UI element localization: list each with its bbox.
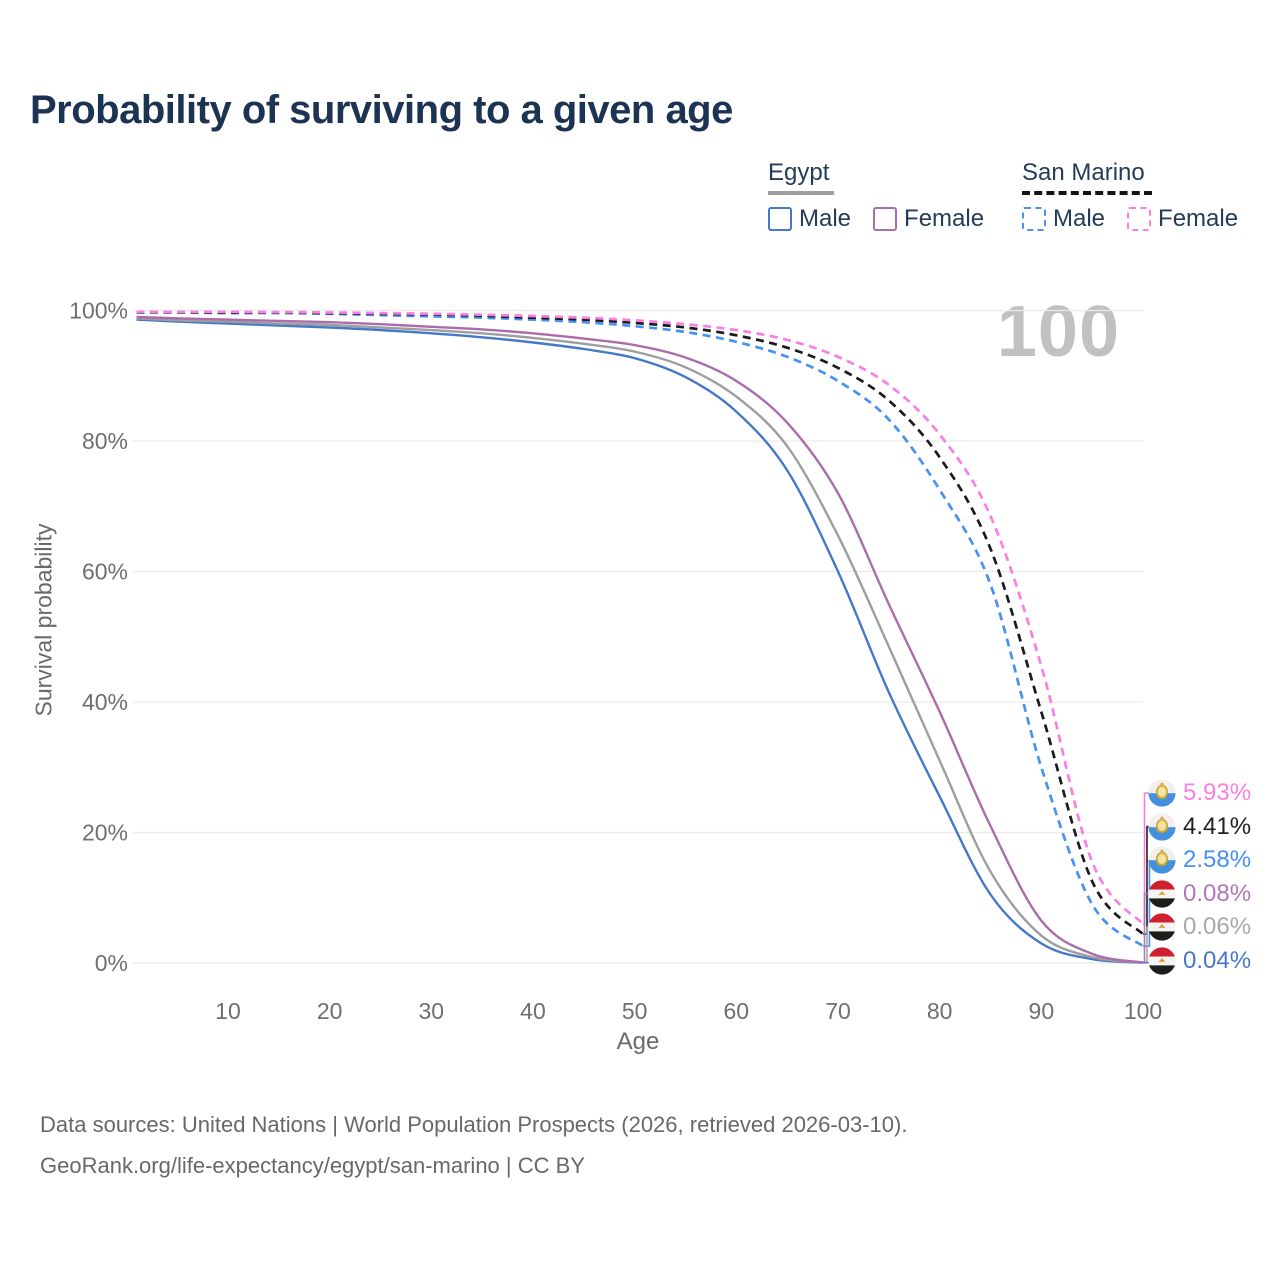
end-label-value: 0.06% (1183, 913, 1252, 940)
y-tick-label: 20% (82, 820, 128, 846)
series-line-sm-both[interactable] (136, 310, 1144, 936)
y-tick-label: 100% (69, 298, 128, 324)
series-line-egypt-male[interactable] (136, 318, 1144, 964)
end-label-value: 2.58% (1183, 846, 1252, 873)
legend-group-san-marino: San Marino Male Female (1022, 159, 1238, 233)
end-label-row-sm-female: 5.93% (1148, 779, 1251, 807)
y-tick-label: 80% (82, 428, 128, 454)
x-tick-label: 80 (927, 998, 953, 1024)
y-tick-label: 0% (95, 950, 128, 976)
x-axis-title: Age (616, 1028, 660, 1055)
legend-item-label: Female (904, 205, 985, 232)
end-label-value: 5.93% (1183, 779, 1252, 806)
end-label-value: 0.08% (1183, 879, 1252, 907)
series-line-sm-female[interactable] (136, 310, 1145, 926)
footer: Data sources: United Nations | World Pop… (40, 1104, 907, 1186)
legend-item-san-marino-male[interactable]: Male (1022, 205, 1105, 233)
legend-item-san-marino-female[interactable]: Female (1127, 205, 1238, 233)
x-tick-label: 30 (419, 998, 445, 1024)
san-marino-male-swatch (1022, 207, 1046, 231)
data-sources-note: Data sources: United Nations | World Pop… (40, 1112, 908, 1137)
legend-items-egypt: Male Female (768, 205, 984, 233)
egypt-female-swatch (873, 207, 898, 231)
end-label-row-egypt-female: 0.08% (1148, 879, 1252, 908)
x-tick-label: 40 (520, 998, 546, 1024)
end-label-value: 4.41% (1183, 812, 1252, 840)
series-line-egypt-both[interactable] (136, 317, 1144, 964)
legend-items-san-marino: Male Female (1022, 205, 1238, 233)
san-marino-flag-icon (1148, 779, 1176, 807)
egypt-flag-icon (1148, 913, 1176, 941)
x-tick-label: 100 (1124, 998, 1162, 1024)
end-label-value: 0.04% (1183, 946, 1252, 974)
end-label-row-egypt-male: 0.04% (1148, 946, 1252, 975)
x-tick-label: 10 (215, 998, 241, 1024)
legend-item-egypt-male[interactable]: Male (768, 205, 851, 233)
y-tick-label: 60% (82, 559, 128, 585)
end-label-row-sm-both: 4.41% (1148, 812, 1252, 841)
end-label-row-sm-male: 2.58% (1148, 846, 1251, 874)
egypt-solid-line-swatch (768, 191, 834, 195)
legend-group-egypt-title: Egypt (768, 159, 830, 186)
end-label-row-egypt-both: 0.06% (1148, 913, 1251, 941)
egypt-flag-icon (1148, 880, 1176, 908)
legend-group-egypt: Egypt Male Female (768, 159, 984, 233)
san-marino-flag-icon (1148, 846, 1176, 874)
age-counter-watermark: 100 (996, 292, 1120, 372)
series-line-egypt-female[interactable] (136, 315, 1144, 964)
y-tick-label: 40% (82, 689, 128, 715)
x-tick-label: 70 (825, 998, 851, 1024)
legend-item-egypt-female[interactable]: Female (873, 205, 984, 233)
egypt-male-swatch (768, 207, 792, 231)
citation-link[interactable]: GeoRank.org/life-expectancy/egypt/san-ma… (40, 1153, 585, 1178)
san-marino-dashed-line-swatch (1022, 191, 1152, 195)
legend-item-label: Male (1053, 205, 1106, 232)
san-marino-flag-icon (1148, 813, 1176, 841)
page-title: Probability of surviving to a given age (30, 88, 733, 132)
x-tick-label: 20 (317, 998, 343, 1024)
x-tick-label: 50 (622, 998, 648, 1024)
legend-item-label: Male (799, 205, 852, 232)
legend-item-label: Female (1158, 205, 1239, 232)
legend-group-san-marino-title: San Marino (1022, 159, 1145, 186)
egypt-flag-icon (1148, 947, 1176, 975)
x-tick-label: 60 (724, 998, 750, 1024)
x-tick-label: 90 (1029, 998, 1055, 1024)
san-marino-female-swatch (1127, 207, 1152, 231)
